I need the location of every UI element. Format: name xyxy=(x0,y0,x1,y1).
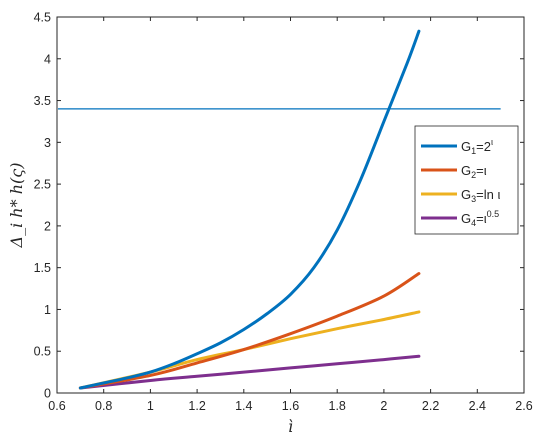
x-tick-label: 0.8 xyxy=(95,399,112,413)
y-tick-label: 4.5 xyxy=(34,11,51,25)
legend-label: G3=ln ι xyxy=(461,187,500,204)
legend-label-eq: =ι xyxy=(476,163,487,178)
y-tick-label: 2.5 xyxy=(34,178,51,192)
x-tick-label: 1 xyxy=(147,399,154,413)
x-tick-label: 1.6 xyxy=(282,399,299,413)
x-tick-label: 2.6 xyxy=(515,399,532,413)
legend-label-g: G xyxy=(461,187,471,202)
legend-label-sub: 4 xyxy=(471,218,476,228)
y-tick-label: 3 xyxy=(44,136,51,150)
legend-label-sup: 0.5 xyxy=(487,209,500,219)
series-line-g4 xyxy=(78,354,421,390)
series-line-g1 xyxy=(78,29,421,390)
legend-label-g: G xyxy=(461,211,471,226)
legend-label-g: G xyxy=(461,163,471,178)
legend-box xyxy=(414,125,519,235)
x-tick-label: 1.4 xyxy=(235,399,252,413)
legend-label-eq: =ln ι xyxy=(476,187,500,202)
x-tick-label: 1.8 xyxy=(329,399,346,413)
legend-label: G4=ι0.5 xyxy=(461,209,499,228)
legend-label-sub: 1 xyxy=(471,146,476,156)
x-axis-label: ì xyxy=(288,417,293,436)
ticks-layer: 0.6 0.8 1 1.2 1.4 1.6 1.8 2 2.2 2.4 2.6 0 0.5 1 1.5 2 2.… xyxy=(34,11,533,414)
y-tick-label: 4 xyxy=(44,52,51,66)
series-line-g2 xyxy=(78,272,421,390)
x-tick-label: 1.2 xyxy=(188,399,205,413)
axes-box xyxy=(56,16,525,394)
x-tick-label: 0.6 xyxy=(48,399,65,413)
series-layer xyxy=(58,29,501,390)
x-tick-label: 2 xyxy=(380,399,387,413)
legend-label-eq: =2 xyxy=(476,139,491,154)
legend-label-sub: 3 xyxy=(471,194,476,204)
legend-label: G2=ι xyxy=(461,163,487,180)
legend-label-g: G xyxy=(461,139,471,154)
y-tick-label: 2 xyxy=(44,219,51,233)
y-tick-label: 0 xyxy=(44,387,51,401)
x-tick-label: 2.4 xyxy=(469,399,486,413)
legend-label-sup: ι xyxy=(491,137,493,147)
x-tick-label: 2.2 xyxy=(422,399,439,413)
legend-label-eq: =ι xyxy=(476,211,487,226)
y-tick-label: 1.5 xyxy=(34,261,51,275)
y-tick-label: 3.5 xyxy=(34,94,51,108)
legend-label-sub: 2 xyxy=(471,170,476,180)
y-tick-label: 1 xyxy=(44,303,51,317)
y-tick-label: 0.5 xyxy=(34,345,51,359)
legend-label: G1=2ι xyxy=(461,137,493,156)
y-axis-label: Δ_i h* h(ς) xyxy=(7,163,26,249)
